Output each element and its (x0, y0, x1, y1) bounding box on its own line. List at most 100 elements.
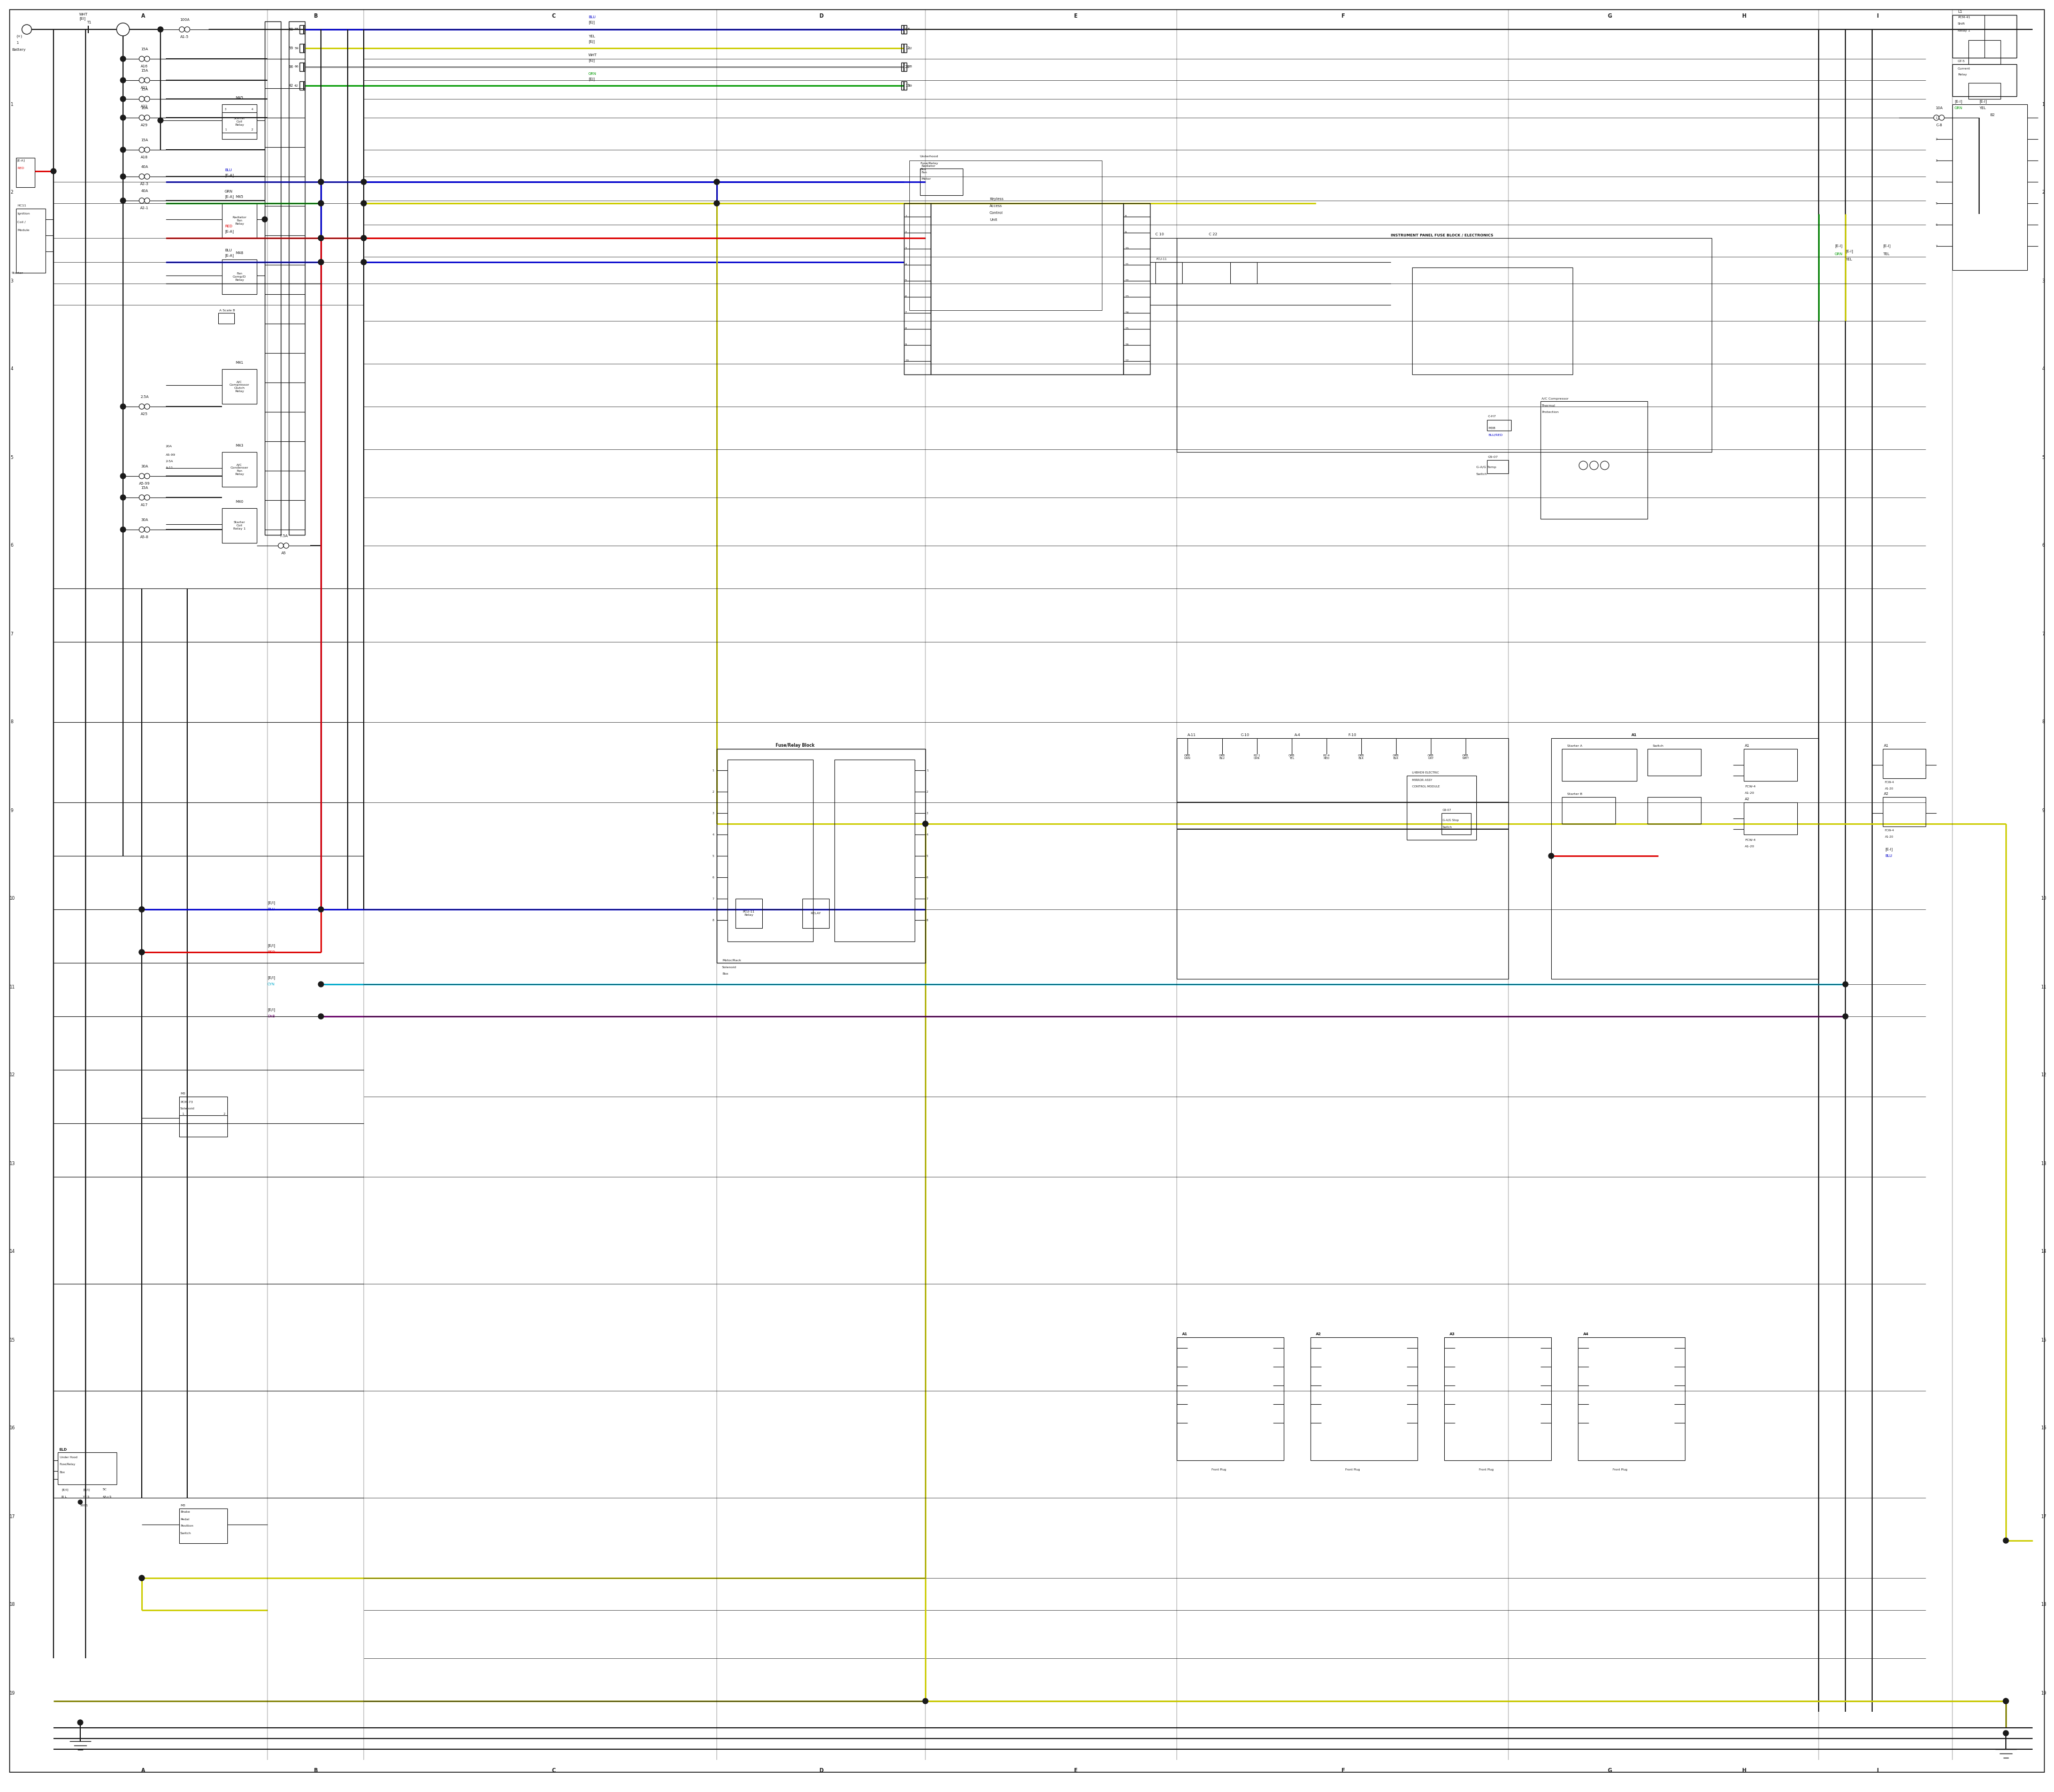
Text: A2: A2 (1744, 797, 1750, 801)
Text: RED: RED (16, 167, 25, 170)
Circle shape (283, 543, 290, 548)
Text: [E/I]: [E/I] (62, 1489, 68, 1491)
Text: R1-1
CRN: R1-1 CRN (1253, 754, 1261, 760)
Text: A-11: A-11 (166, 466, 173, 470)
Text: [E/I]: [E/I] (267, 977, 275, 980)
Text: 10A: 10A (1935, 106, 1943, 109)
Text: B L: B L (62, 1495, 66, 1498)
Bar (1442, 814, 1471, 835)
Bar (1407, 776, 1477, 840)
Text: 42: 42 (288, 84, 294, 88)
Text: 13: 13 (1126, 296, 1128, 297)
Text: R1-4
RED: R1-4 RED (1323, 754, 1329, 760)
Text: 28: 28 (908, 66, 912, 68)
Text: 30A: 30A (142, 518, 148, 521)
Circle shape (318, 235, 325, 240)
Text: Motor: Motor (920, 177, 930, 179)
Text: 8: 8 (2042, 720, 2044, 724)
Text: C-8: C-8 (1935, 124, 1943, 127)
Text: A5-99: A5-99 (166, 453, 177, 455)
Text: RED: RED (267, 950, 275, 953)
Text: 11: 11 (2040, 984, 2046, 989)
Circle shape (158, 118, 162, 124)
Text: 20A: 20A (166, 446, 173, 448)
Text: A18: A18 (142, 156, 148, 159)
Circle shape (140, 174, 144, 179)
Circle shape (922, 1699, 928, 1704)
Text: 10: 10 (8, 896, 14, 901)
Text: Battery: Battery (12, 48, 25, 52)
Bar (1413, 267, 1573, 375)
Circle shape (140, 950, 144, 955)
Text: Access: Access (990, 204, 1002, 208)
Text: 8: 8 (10, 720, 12, 724)
Text: 10: 10 (2040, 896, 2046, 901)
Text: A5: A5 (281, 552, 286, 556)
Circle shape (140, 115, 144, 120)
Bar (300, 63, 304, 72)
Text: A/C Compressor: A/C Compressor (1543, 398, 1569, 400)
Text: A22: A22 (142, 106, 148, 108)
Text: 58: 58 (288, 29, 294, 30)
Text: E: E (1074, 1769, 1076, 1774)
Text: PCU-11
Relay: PCU-11 Relay (744, 910, 756, 916)
Text: 12: 12 (906, 47, 910, 50)
Text: [E-I]: [E-I] (1955, 100, 1962, 104)
Text: B: B (314, 1769, 318, 1774)
Bar (265, 22, 281, 536)
Bar (222, 509, 257, 543)
Bar (1124, 202, 1150, 375)
Circle shape (179, 27, 185, 32)
Text: PCM-73: PCM-73 (181, 1100, 193, 1104)
Text: 15A: 15A (142, 138, 148, 142)
Text: 28: 28 (906, 65, 910, 68)
Bar (1647, 749, 1701, 776)
Bar (58, 1452, 117, 1484)
Text: TEL: TEL (1884, 253, 1890, 256)
Circle shape (144, 403, 150, 409)
Bar (222, 369, 257, 403)
Bar (1154, 262, 1183, 283)
Text: Coil /: Coil / (16, 220, 25, 224)
Text: G-A/G Stop: G-A/G Stop (1442, 819, 1458, 821)
Text: Radiator: Radiator (920, 165, 935, 167)
Text: 13: 13 (8, 1161, 14, 1167)
Text: B: B (314, 13, 318, 18)
Text: A21: A21 (142, 86, 148, 90)
Circle shape (362, 179, 366, 185)
Text: Current: Current (1957, 66, 1970, 70)
Text: M3: M3 (181, 1503, 185, 1507)
Circle shape (922, 821, 928, 826)
Text: 10: 10 (906, 360, 908, 362)
Text: A2: A2 (1884, 792, 1890, 796)
Text: DkB: DkB (267, 1014, 275, 1018)
Text: 15: 15 (1126, 328, 1128, 330)
Text: Starter
Coil
Relay 1: Starter Coil Relay 1 (234, 521, 246, 530)
Text: A29: A29 (142, 124, 148, 127)
Text: A1-20: A1-20 (1886, 788, 1894, 790)
Text: 6: 6 (2042, 543, 2044, 548)
Text: Underhood: Underhood (920, 156, 939, 158)
Text: [E-A]: [E-A] (224, 254, 234, 258)
Text: C-H7: C-H7 (1487, 414, 1495, 418)
Text: A1-20: A1-20 (1886, 835, 1894, 839)
Bar (1953, 65, 2017, 97)
Text: 19: 19 (908, 84, 912, 88)
Bar (1177, 738, 1508, 978)
Circle shape (715, 201, 719, 206)
Text: A1-20: A1-20 (1744, 846, 1754, 848)
Text: T1: T1 (86, 22, 90, 23)
Circle shape (318, 201, 325, 206)
Bar (222, 260, 257, 294)
Circle shape (117, 23, 129, 36)
Bar (1884, 797, 1927, 826)
Text: Brake: Brake (181, 1511, 189, 1514)
Circle shape (121, 115, 125, 120)
Text: G9-07: G9-07 (1487, 455, 1497, 459)
Text: A16: A16 (142, 65, 148, 68)
Text: H: H (1742, 13, 1746, 18)
Text: ORB
BLK: ORB BLK (1393, 754, 1399, 760)
Circle shape (715, 201, 719, 206)
Circle shape (185, 27, 189, 32)
Text: ORB
TEL: ORB TEL (1288, 754, 1294, 760)
